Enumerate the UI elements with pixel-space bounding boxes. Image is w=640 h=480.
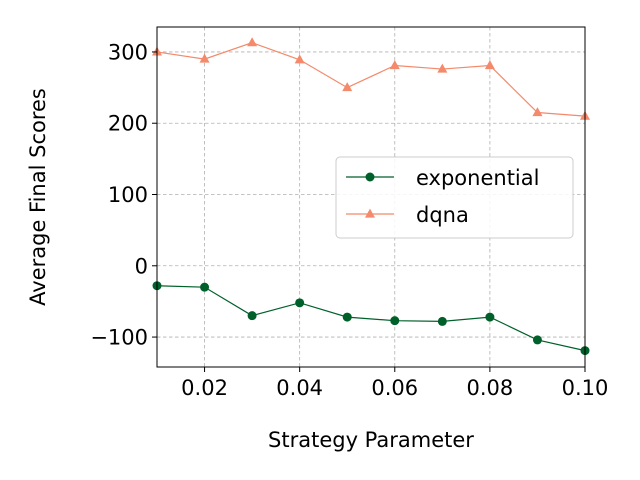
legend-box — [335, 156, 574, 239]
legend-marker-exponential — [365, 172, 375, 182]
legend-label-exponential: exponential — [416, 166, 539, 190]
x-tick-label: 0.04 — [276, 376, 323, 400]
data-point-dqna — [484, 60, 495, 70]
series-dqna — [152, 37, 590, 120]
series-line-exponential — [156, 285, 586, 352]
data-point-exponential — [532, 335, 542, 345]
data-point-exponential — [342, 312, 352, 322]
x-tick-label: 0.06 — [371, 376, 418, 400]
ticks: 0.02 0.04 0.06 0.08 0.10 −100 0 100 200 300 — [90, 40, 608, 400]
data-point-dqna — [342, 82, 353, 92]
legend: exponential dqna — [335, 156, 574, 239]
y-tick-label: 100 — [108, 183, 148, 207]
data-point-dqna — [199, 53, 210, 63]
y-axis-label: Average Final Scores — [26, 88, 50, 306]
data-point-exponential — [295, 298, 305, 308]
y-tick-label: 0 — [135, 254, 148, 278]
data-point-dqna — [532, 107, 543, 117]
legend-label-dqna: dqna — [416, 203, 469, 227]
data-point-exponential — [390, 316, 400, 326]
series-exponential — [152, 281, 590, 356]
y-tick-label: 300 — [108, 40, 148, 64]
data-point-exponential — [485, 312, 495, 322]
data-point-exponential — [247, 311, 257, 321]
data-point-exponential — [200, 282, 210, 292]
y-tick-label: −100 — [90, 326, 148, 350]
x-axis-label: Strategy Parameter — [268, 428, 474, 452]
data-point-exponential — [437, 316, 447, 326]
legend-marker-dqna — [365, 208, 375, 218]
x-tick-label: 0.10 — [562, 376, 609, 400]
data-point-dqna — [247, 37, 258, 47]
data-point-dqna — [294, 54, 305, 64]
data-point-dqna — [437, 63, 448, 73]
plot-frame — [156, 26, 586, 368]
y-tick-label: 200 — [108, 112, 148, 136]
x-tick-label: 0.08 — [467, 376, 514, 400]
series-line-dqna — [156, 42, 586, 117]
data-point-dqna — [389, 60, 400, 70]
x-tick-label: 0.02 — [181, 376, 228, 400]
